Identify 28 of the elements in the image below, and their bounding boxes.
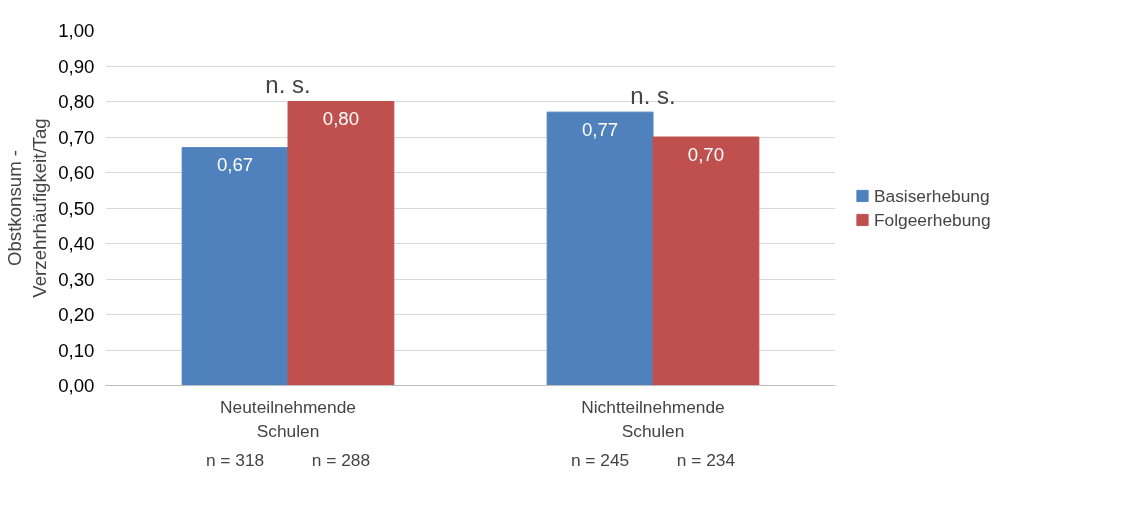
text: n = 288 [311,449,371,470]
y-tick-label: 0,90 [58,55,95,77]
data-label: 0,67 [216,154,254,176]
annotation: n. s. [630,81,676,109]
bar [652,136,760,386]
y-tick-label: 0,50 [58,197,95,219]
annotation: n. s. [265,70,311,98]
bar [546,111,654,386]
y-tick-label: 0,70 [58,126,95,148]
legend-label: Folgeerhebung [874,209,991,230]
y-tick-label: 0,80 [58,91,95,112]
bar [287,101,395,386]
text: n = 234 [676,449,736,470]
data-label: 0,80 [322,108,360,130]
y-tick-label: 1,00 [58,20,95,41]
y-tick-label: 0,40 [58,233,95,254]
y-tick-label: 0,10 [58,339,95,361]
data-label: 0,70 [687,143,725,165]
y-tick-label: 0,00 [58,375,95,396]
y-tick-label: 0,20 [58,304,95,325]
text: n = 245 [570,449,630,470]
y-tick-label: 0,30 [58,268,95,290]
data-label: 0,77 [581,118,619,140]
y-axis-title: Obstkonsum - Verzehrhäufigkeit/Tag [3,118,51,298]
bar [181,147,289,386]
legend-label: Basiserhebung [874,185,990,206]
text: n = 318 [205,449,265,470]
y-tick-label: 0,60 [58,162,95,183]
